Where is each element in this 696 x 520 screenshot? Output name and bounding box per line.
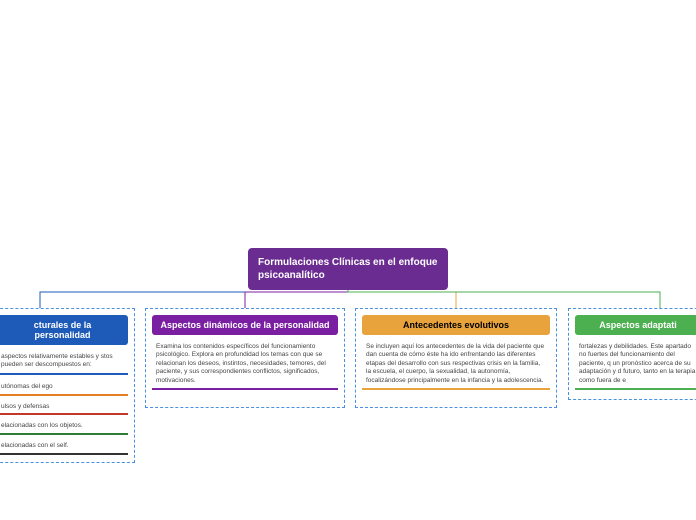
branch-desc-2: Examina los contenidos específicos del f… xyxy=(152,341,338,390)
root-node: Formulaciones Clínicas en el enfoque psi… xyxy=(248,248,448,290)
sub-item-1-0: utónomas del ego xyxy=(0,380,128,396)
branch-header-2: Aspectos dinámicos de la personalidad xyxy=(152,315,338,335)
branch-desc-4: fortalezas y debilidades. Este apartado … xyxy=(575,341,696,390)
sub-item-1-1: ulsos y defensas xyxy=(0,400,128,416)
branch-box-2: Aspectos dinámicos de la personalidad Ex… xyxy=(145,308,345,408)
branch-header-4: Aspectos adaptati xyxy=(575,315,696,335)
branch-box-1: cturales de la personalidad aspectos rel… xyxy=(0,308,135,463)
branch-box-4: Aspectos adaptati fortalezas y debilidad… xyxy=(568,308,696,400)
branch-desc-1: aspectos relativamente estables y stos p… xyxy=(0,351,128,375)
sub-item-1-2: elacionadas con los objetos. xyxy=(0,419,128,435)
sub-item-1-3: elacionadas con el self. xyxy=(0,439,128,455)
branch-desc-3: Se incluyen aquí los antecedentes de la … xyxy=(362,341,550,390)
root-title: Formulaciones Clínicas en el enfoque psi… xyxy=(258,257,438,281)
branch-header-1: cturales de la personalidad xyxy=(0,315,128,345)
branch-box-3: Antecedentes evolutivos Se incluyen aquí… xyxy=(355,308,557,408)
branch-header-3: Antecedentes evolutivos xyxy=(362,315,550,335)
